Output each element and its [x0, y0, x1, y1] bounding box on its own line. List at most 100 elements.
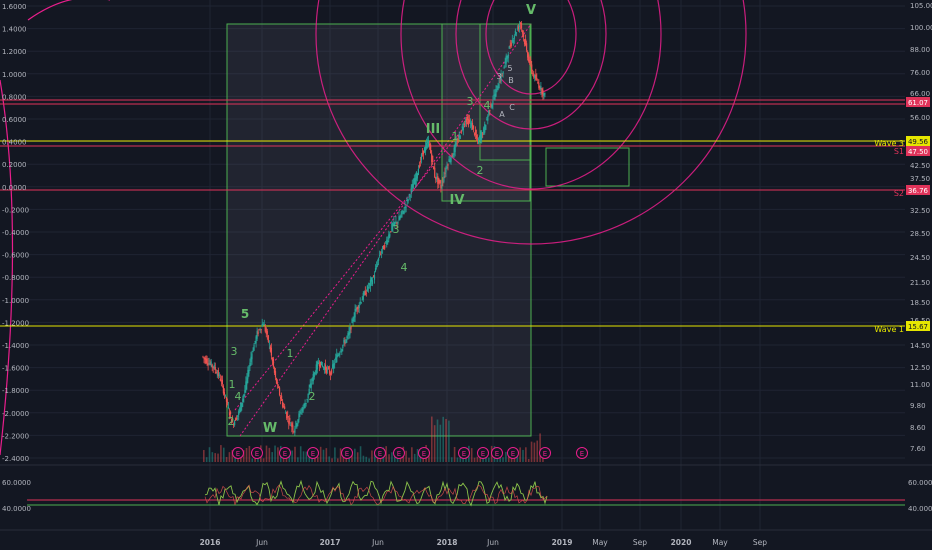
candle-body: [226, 401, 229, 403]
candle-body: [412, 183, 414, 189]
candle-body: [434, 167, 436, 178]
volume-bar: [473, 457, 476, 462]
volume-bar: [376, 455, 379, 462]
volume-bar: [322, 449, 325, 462]
candle-body: [232, 420, 234, 422]
wave-label: 3: [231, 345, 238, 358]
price-label-text: 47.50: [908, 148, 928, 156]
volume-bar: [476, 456, 479, 462]
candle-body: [486, 118, 488, 120]
candle-body: [260, 329, 262, 330]
candle-body: [444, 172, 446, 174]
wave-label: A: [499, 110, 505, 119]
candle-body: [439, 180, 441, 184]
candle-body: [347, 333, 349, 337]
candle-body: [453, 147, 455, 156]
right-axis-tick: 76.00: [910, 69, 930, 77]
candle-body: [261, 323, 263, 327]
candle-body: [311, 379, 313, 381]
candle-body: [269, 346, 271, 352]
candle-body: [210, 361, 212, 367]
left-axis-tick: -0.4000: [2, 229, 29, 237]
candle-body: [468, 119, 471, 123]
volume-bar: [228, 452, 231, 462]
left-axis-tick: -1.0000: [2, 297, 29, 305]
volume-bar: [203, 450, 205, 462]
candle-body: [289, 417, 291, 421]
candle-body: [343, 340, 345, 343]
candle-body: [411, 184, 413, 188]
candle-body: [202, 356, 204, 358]
price-candles: [202, 20, 546, 462]
candle-body: [288, 420, 290, 424]
candle-body: [241, 402, 243, 408]
wave-box-mid: [441, 23, 531, 202]
event-marker-label: E: [397, 450, 401, 458]
candle-body: [473, 132, 476, 136]
candle-body: [458, 134, 460, 138]
volume-bar: [436, 419, 439, 462]
candle-body: [516, 28, 519, 30]
event-marker: [393, 447, 405, 459]
candle-body: [383, 245, 385, 250]
volume-bar: [456, 457, 459, 462]
candle-body: [323, 367, 326, 370]
candle-body: [500, 73, 502, 82]
candle-body: [518, 25, 521, 28]
left-axis-tick: 0.2000: [2, 161, 27, 169]
candle-body: [256, 330, 258, 339]
candle-body: [513, 35, 515, 39]
candle-body: [354, 308, 356, 318]
volume-bar: [362, 455, 365, 462]
candle-body: [338, 354, 340, 356]
candle-body: [426, 141, 429, 144]
candle-body: [324, 364, 327, 370]
candle-body: [527, 51, 529, 58]
event-marker-label: E: [543, 450, 547, 458]
candle-body: [509, 45, 511, 47]
fib-arc: [400, 0, 662, 190]
candle-body: [372, 276, 375, 278]
candle-body: [515, 32, 517, 34]
event-marker: [539, 447, 551, 459]
candle-body: [425, 142, 428, 149]
wave-label: 4: [235, 390, 242, 403]
candle-body: [361, 299, 363, 301]
price-label-boxes: 61.07 49.56 47.50 36.76 15.67: [906, 97, 930, 331]
left-axis-tick: -1.8000: [2, 387, 29, 395]
candle-body: [312, 374, 314, 382]
candle-body: [405, 206, 407, 208]
candle-body: [253, 344, 255, 351]
price-label-box: [906, 97, 930, 107]
candle-body: [451, 153, 453, 157]
candle-body: [535, 74, 537, 80]
candle-body: [482, 133, 484, 135]
volume-bar: [317, 456, 319, 462]
candle-body: [385, 241, 387, 243]
right-axis-tick: 8.60: [910, 424, 926, 432]
candle-body: [321, 365, 324, 367]
candle-body: [290, 425, 292, 427]
candle-body: [295, 421, 297, 427]
candle-body: [508, 46, 510, 49]
candle-body: [204, 357, 206, 360]
candle-body: [462, 126, 464, 130]
candle-body: [284, 406, 286, 409]
fib-arc: [315, 0, 747, 245]
candle-body: [262, 324, 264, 326]
volume-bar: [428, 453, 430, 462]
candle-body: [507, 54, 509, 59]
candle-body: [374, 268, 377, 272]
candle-body: [263, 324, 265, 326]
volume-bar: [393, 454, 396, 462]
candle-body: [294, 428, 296, 433]
candle-body: [399, 216, 401, 220]
candle-body: [355, 308, 357, 312]
candle-body: [271, 357, 274, 362]
candle-body: [219, 378, 221, 381]
volume-bar: [422, 458, 425, 462]
candle-body: [401, 210, 403, 215]
candle-body: [337, 354, 339, 357]
candle-body: [446, 166, 448, 168]
